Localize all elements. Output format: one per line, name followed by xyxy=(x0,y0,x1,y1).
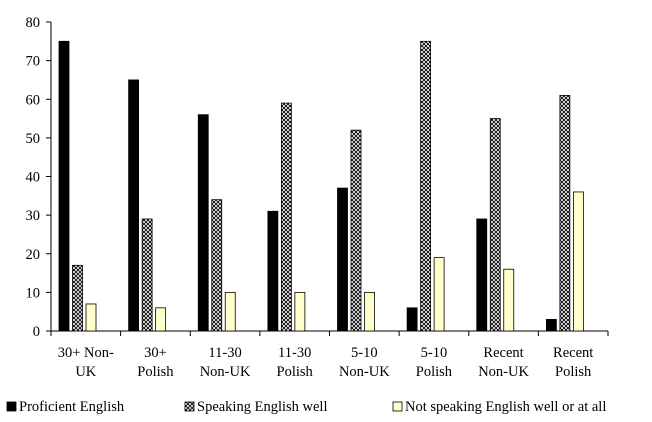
bar-3-3 xyxy=(224,291,236,332)
legend-label: Not speaking English well or at all xyxy=(405,399,606,415)
bar-2-5 xyxy=(350,129,362,332)
x-category-label: Polish xyxy=(416,364,453,380)
bar-3-5 xyxy=(364,291,375,332)
x-category-label: 11-30 xyxy=(278,345,311,361)
bar-3-2 xyxy=(155,307,167,332)
x-category-label: UK xyxy=(75,364,96,380)
bar-3-8 xyxy=(572,191,584,332)
x-category-label: Polish xyxy=(555,364,592,380)
y-tick-label: 30 xyxy=(26,208,41,224)
bar-2-3 xyxy=(211,199,223,332)
bar-2-1 xyxy=(72,264,83,332)
y-tick-label: 80 xyxy=(26,15,41,31)
y-tick-label: 0 xyxy=(33,324,40,340)
y-tick-label: 60 xyxy=(26,92,41,108)
y-tick-label: 10 xyxy=(26,285,41,301)
bar-3-7 xyxy=(503,268,515,332)
x-category-label: Polish xyxy=(277,364,314,380)
y-tick-label: 70 xyxy=(26,54,41,70)
x-category-label: Non-UK xyxy=(339,364,390,380)
bar-1-1 xyxy=(58,40,70,332)
plot-area: 0 10 20 30 40 50 60 70 80 30+ Non- UK 30+ Polish 11-3… xyxy=(26,15,609,380)
bar-3-4 xyxy=(294,291,306,332)
bar-1-6 xyxy=(406,307,418,332)
x-category-label: Recent xyxy=(553,345,593,361)
bar-1-2 xyxy=(128,79,140,332)
bar-3-6 xyxy=(433,257,445,332)
legend-swatch xyxy=(392,401,403,412)
legend-swatch xyxy=(184,401,195,412)
bar-1-5 xyxy=(337,187,348,332)
bar-2-7 xyxy=(489,118,501,332)
bar-1-4 xyxy=(267,210,279,332)
bar-2-4 xyxy=(280,102,292,332)
bar-3-1 xyxy=(85,303,97,332)
legend: Proficient English Speaking English well N… xyxy=(6,399,606,415)
x-category-label: 5-10 xyxy=(351,345,378,361)
legend-label: Speaking English well xyxy=(197,399,328,415)
bar-1-8 xyxy=(545,319,557,332)
bar-2-6 xyxy=(420,40,432,332)
y-tick-label: 50 xyxy=(26,131,41,147)
x-category-label: Polish xyxy=(137,364,174,380)
x-category-label: Recent xyxy=(483,345,523,361)
x-category-label: 30+ xyxy=(144,345,167,361)
y-tick-label: 20 xyxy=(26,247,41,263)
y-tick-label: 40 xyxy=(26,170,41,186)
bar-2-2 xyxy=(141,218,153,332)
x-category-label: Non-UK xyxy=(200,364,251,380)
x-category-label: 11-30 xyxy=(208,345,241,361)
x-category-label: 30+ Non- xyxy=(58,345,114,361)
bar-2-8 xyxy=(559,94,571,332)
x-category-label: 5-10 xyxy=(421,345,448,361)
bar-1-3 xyxy=(197,114,209,332)
legend-label: Proficient English xyxy=(19,399,125,415)
bar-1-7 xyxy=(476,218,488,332)
x-category-label: Non-UK xyxy=(478,364,529,380)
legend-swatch xyxy=(6,401,17,412)
